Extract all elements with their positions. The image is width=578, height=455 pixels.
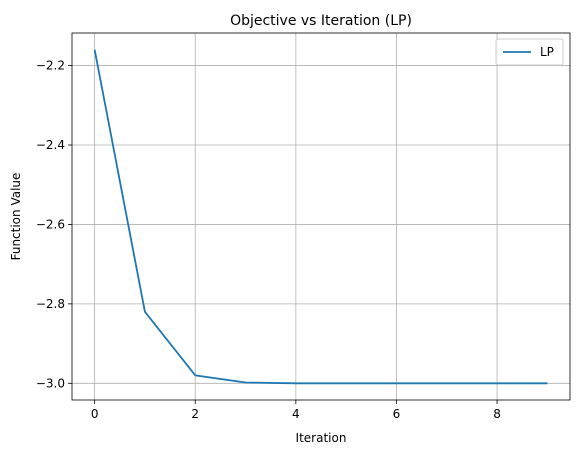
legend-label-lp: LP (540, 45, 554, 59)
x-tick-label: 4 (292, 407, 300, 421)
grid (72, 33, 570, 400)
series-layer (93, 49, 548, 385)
ticks: 0 2 4 6 8 −3.0 −2.8 −2.6 −2.4 −2.2 (36, 59, 501, 421)
x-tick-label: 0 (91, 407, 99, 421)
y-tick-label: −2.4 (36, 138, 65, 152)
y-axis-title: Function Value (9, 173, 23, 261)
chart-title: Objective vs Iteration (LP) (230, 13, 412, 29)
y-tick-label: −3.0 (36, 376, 65, 390)
plot-area-frame (71, 32, 571, 401)
y-tick-label: −2.8 (36, 297, 65, 311)
x-axis-title: Iteration (296, 431, 347, 445)
y-tick-label: −2.6 (36, 217, 65, 231)
x-tick-label: 6 (393, 407, 401, 421)
y-tick-label: −2.2 (36, 59, 65, 73)
series-line-lp (93, 49, 548, 385)
x-tick-label: 8 (493, 407, 501, 421)
x-tick-label: 2 (191, 407, 199, 421)
legend: LP (495, 38, 564, 66)
